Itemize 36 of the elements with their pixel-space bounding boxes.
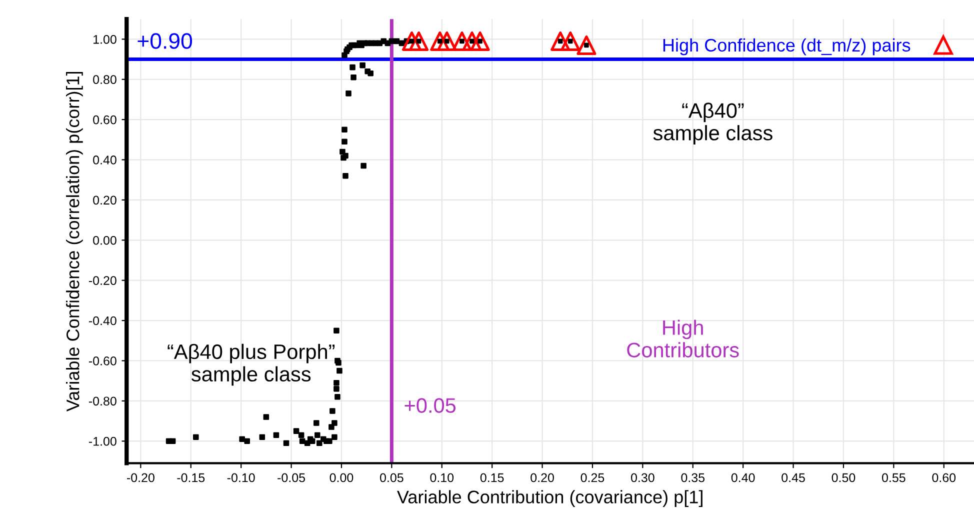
y-tick-label: 0.40 [93, 156, 116, 164]
x-tick-label: 0.40 [731, 473, 755, 482]
x-tick-label: -0.05 [278, 473, 305, 482]
x-tick-label: 0.50 [832, 473, 856, 482]
annotation: “Aβ40” sample class [653, 102, 772, 145]
y-axis-title: Variable Confidence (correlation) p(corr)[1] [66, 72, 83, 412]
x-tick-label: 0.15 [480, 473, 504, 482]
x-tick-label: 0.20 [530, 473, 554, 482]
annotation: “Aβ40 plus Porph” sample class [168, 344, 335, 386]
y-tick-label: -0.80 [88, 396, 116, 406]
x-tick-label: 0.25 [580, 473, 604, 482]
x-tick-label: 0.30 [631, 473, 654, 482]
y-tick-label: 0.20 [93, 196, 116, 205]
ref-line-label: +0.90 [138, 33, 192, 49]
y-tick-label: 1.00 [94, 34, 116, 44]
x-tick-label: 0.10 [430, 473, 454, 482]
x-tick-label: -0.15 [177, 473, 205, 482]
ref-line-label: +0.05 [404, 398, 456, 413]
y-tick-label: -1.00 [88, 436, 116, 446]
x-tick-label: 0.35 [681, 473, 705, 482]
x-tick-label: 0.45 [782, 473, 805, 482]
y-tick-label: 0.60 [93, 115, 116, 124]
x-tick-label: 0.55 [882, 473, 906, 482]
y-tick-label: 0.80 [93, 75, 116, 84]
x-tick-label: -0.10 [227, 473, 255, 482]
x-tick-label: 0.00 [330, 473, 354, 482]
x-tick-label: 0.60 [932, 473, 956, 482]
y-tick-label: -0.20 [88, 276, 116, 285]
x-tick-label: 0.05 [380, 473, 404, 482]
legend-label: High Confidence (dt_m/z) pairs [663, 38, 910, 56]
y-tick-label: -0.40 [88, 316, 116, 326]
x-tick-label: -0.20 [126, 473, 154, 482]
x-axis-title: Variable Contribution (covariance) p[1] [397, 490, 702, 507]
annotation: High Contributors [627, 320, 739, 358]
y-tick-label: 0.00 [93, 236, 116, 245]
y-tick-label: -0.60 [88, 356, 116, 366]
